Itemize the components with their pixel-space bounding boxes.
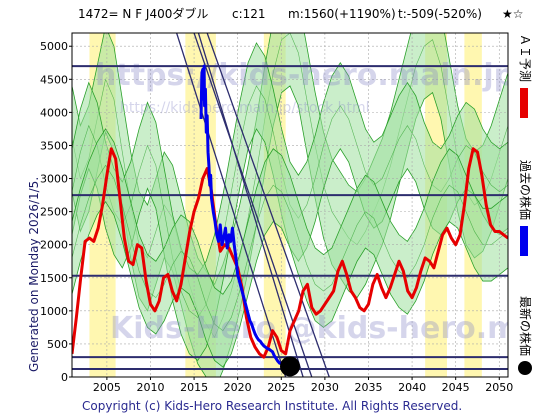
watermark-1: https://kids-hero.main.jp/	[95, 58, 526, 93]
trendline-2	[206, 33, 330, 377]
series-past-price	[199, 64, 289, 368]
band-lower-2	[72, 200, 508, 368]
axis-ticks: 0 500 1000 1500 2000 2500 3000 3500 4000 4500 5000…	[40, 40, 513, 394]
x-tick-label-2040: 2040	[398, 381, 426, 394]
x-tick-label-2015: 2015	[180, 381, 208, 394]
generated-date: Generated on Monday 2026/1/5.	[27, 177, 41, 372]
y-tick-label-3500: 3500	[40, 139, 68, 152]
legend-label-past: 過去の株価	[518, 160, 533, 220]
watermark-2: https://kids-hero.main.jp/stock.html	[120, 100, 370, 116]
x-tick-label-2050: 2050	[485, 381, 513, 394]
legend-dot-latest	[518, 361, 532, 375]
grid-lines	[72, 33, 508, 377]
series-ai-prediction	[72, 147, 508, 359]
plot-frame	[71, 32, 509, 378]
y-tick-label-3000: 3000	[40, 173, 68, 186]
y-tick-label-0: 0	[61, 371, 68, 384]
watermarks: https://kids-hero.main.jp/ https://kids-…	[95, 58, 560, 346]
legend: ＡＩ予測 過去の株価 最新の株価	[518, 34, 533, 375]
x-tick-label-2030: 2030	[311, 381, 339, 394]
title-stars: ★☆	[502, 7, 524, 21]
y-tick-label-1500: 1500	[40, 272, 68, 285]
x-tick-label-2005: 2005	[93, 381, 121, 394]
legend-item-ai: ＡＩ予測	[518, 34, 532, 118]
x-tick-label-2025: 2025	[267, 381, 295, 394]
legend-swatch-ai	[520, 88, 528, 118]
trendline-0	[197, 33, 304, 377]
x-tick-label-2010: 2010	[136, 381, 164, 394]
legend-label-latest: 最新の株価	[518, 296, 533, 356]
title-c-label: c:121	[232, 7, 266, 21]
title-t-label: t:-509(-520%)	[398, 7, 482, 21]
watermark-3: Kids-Hero @kids-hero.main.jp	[110, 311, 560, 346]
copyright-text: Copyright (c) Kids-Hero Research Institu…	[82, 399, 462, 413]
y-tick-label-4000: 4000	[40, 106, 68, 119]
plot-area: https://kids-hero.main.jp/ https://kids-…	[72, 33, 560, 377]
series-lines	[72, 64, 508, 377]
band-upper-0	[72, 33, 508, 286]
x-tick-label-2020: 2020	[224, 381, 252, 394]
trend-lines	[176, 33, 330, 377]
y-tick-label-4500: 4500	[40, 73, 68, 86]
y-tick-label-1000: 1000	[40, 305, 68, 318]
x-tick-label-2045: 2045	[442, 381, 470, 394]
band-upper-1	[72, 42, 508, 276]
band-upper-2	[72, 128, 508, 295]
title-m-label: m:1560(+1190%)	[288, 7, 396, 21]
legend-item-latest: 最新の株価	[518, 296, 533, 375]
legend-item-past: 過去の株価	[518, 160, 533, 256]
trendline-1	[193, 33, 313, 377]
y-tick-label-2000: 2000	[40, 239, 68, 252]
latest-price-dot	[280, 356, 300, 377]
legend-swatch-past	[520, 226, 528, 256]
y-tick-label-2500: 2500	[40, 206, 68, 219]
y-tick-label-500: 500	[47, 338, 68, 351]
title-code-name: 1472= N F J400ダブル	[78, 6, 208, 21]
x-tick-label-2035: 2035	[354, 381, 382, 394]
legend-label-ai: ＡＩ予測	[518, 34, 532, 82]
trendline-3	[176, 33, 287, 377]
y-tick-label-5000: 5000	[40, 40, 68, 53]
